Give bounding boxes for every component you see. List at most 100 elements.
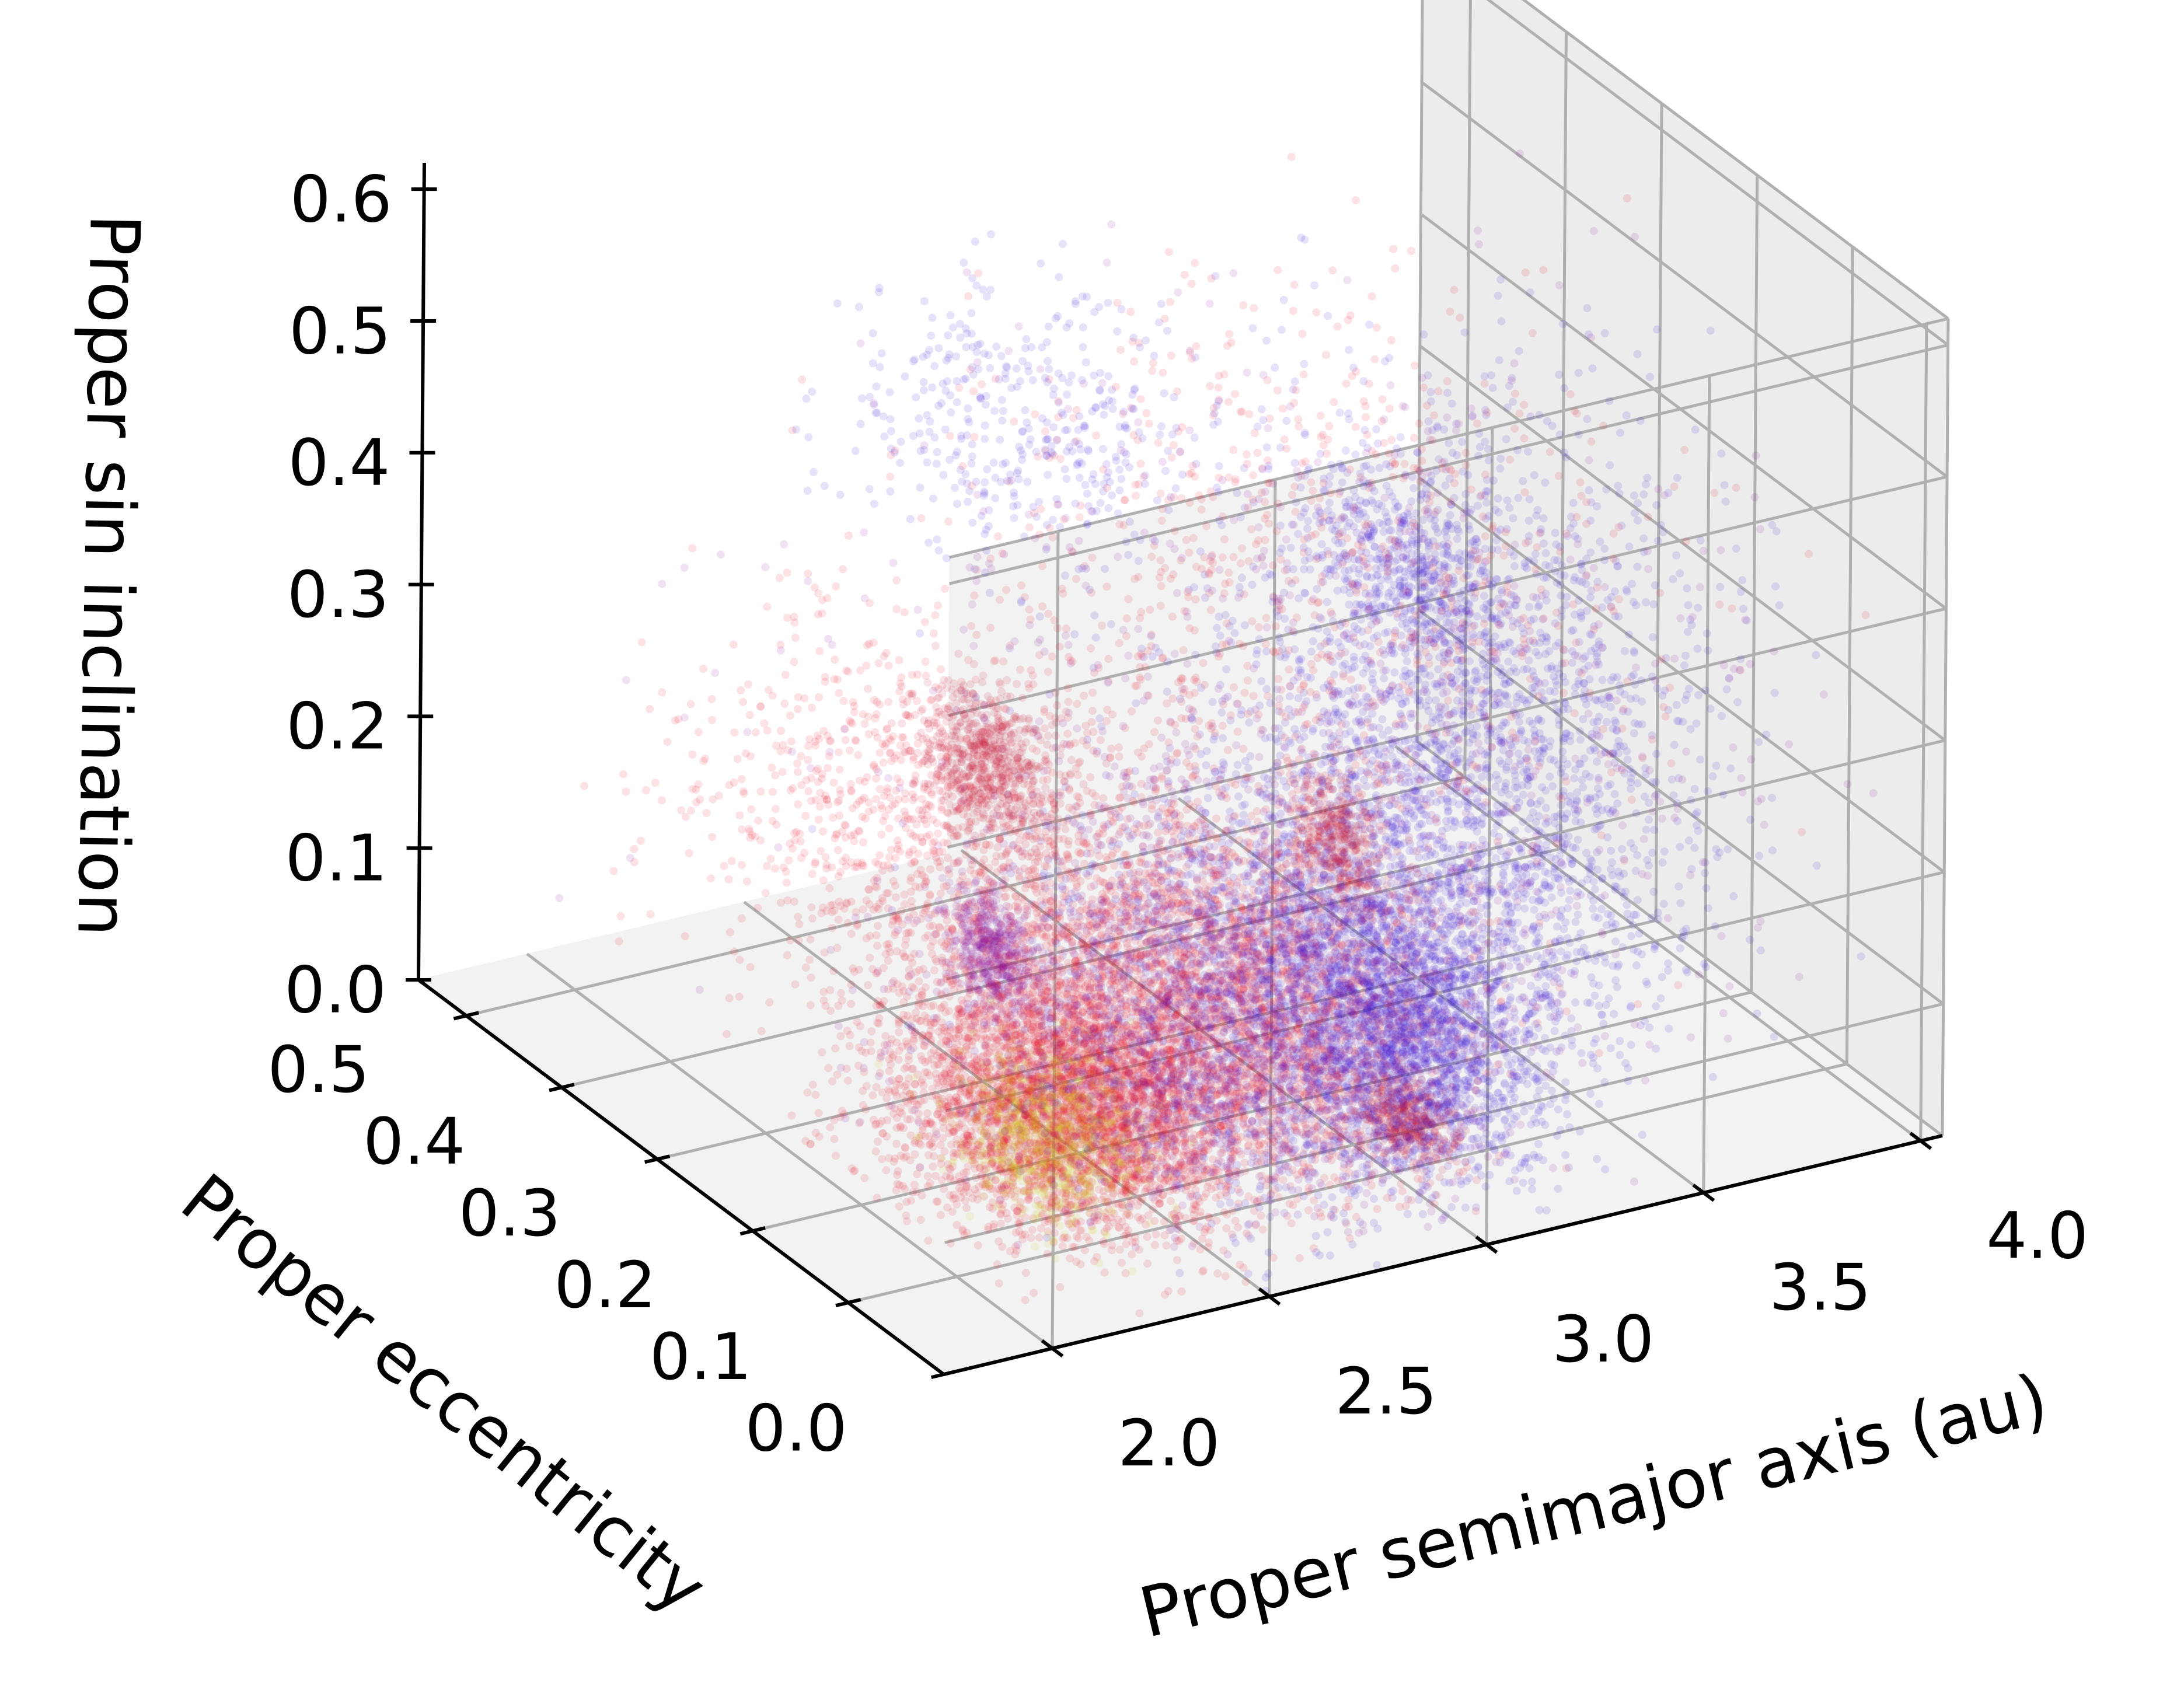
data-point <box>1233 1168 1242 1177</box>
data-point <box>875 1014 884 1022</box>
data-point <box>1040 1129 1049 1138</box>
data-point <box>1037 1126 1046 1135</box>
data-point <box>872 1083 881 1091</box>
data-point <box>979 1083 988 1091</box>
data-point <box>1049 1200 1058 1209</box>
data-point <box>1119 1039 1128 1048</box>
z-grid-back <box>945 870 1945 1112</box>
data-point <box>1042 941 1051 950</box>
data-point <box>1177 1287 1186 1296</box>
data-point <box>1007 1035 1016 1044</box>
x-grid-wall <box>1268 479 1277 1297</box>
data-point <box>1131 1043 1140 1052</box>
data-point <box>926 1118 935 1126</box>
data-point <box>888 1053 896 1062</box>
data-point <box>1067 1152 1076 1161</box>
data-point <box>1061 1081 1070 1090</box>
data-point <box>1056 1134 1065 1143</box>
data-point <box>1040 1165 1049 1174</box>
data-point <box>950 1157 958 1165</box>
data-point <box>943 1106 951 1115</box>
data-point <box>942 1102 951 1111</box>
scatter-points <box>555 149 1878 1318</box>
data-point <box>1219 1120 1228 1129</box>
data-point <box>892 1140 901 1148</box>
data-point <box>971 1066 979 1075</box>
data-point <box>939 1123 948 1132</box>
data-point <box>1147 1153 1156 1161</box>
data-point <box>824 1064 833 1073</box>
data-point <box>936 1211 945 1220</box>
data-point <box>1175 1212 1184 1220</box>
pane-edge <box>1521 0 1949 320</box>
data-point <box>1196 1212 1205 1220</box>
data-point <box>1052 1157 1061 1166</box>
data-point <box>1056 1283 1065 1291</box>
data-point <box>1089 1143 1098 1151</box>
data-point <box>1223 1210 1231 1219</box>
data-point <box>1136 1197 1145 1206</box>
data-point <box>1101 1229 1110 1238</box>
data-point <box>912 1134 921 1143</box>
data-point <box>1152 1119 1161 1127</box>
data-point <box>1091 1112 1100 1120</box>
data-point <box>899 1124 908 1133</box>
data-point <box>1194 990 1203 999</box>
data-point <box>961 1196 970 1205</box>
data-point <box>1034 1046 1042 1055</box>
data-point <box>1089 1193 1098 1202</box>
data-point <box>1234 1185 1243 1194</box>
data-point <box>1007 966 1016 975</box>
data-point <box>1136 1216 1145 1224</box>
data-point <box>1163 1139 1171 1148</box>
data-point <box>899 1153 908 1162</box>
data-point <box>912 1014 921 1023</box>
data-point <box>950 1177 958 1185</box>
data-point <box>1287 1219 1296 1228</box>
data-point <box>1078 939 1087 948</box>
data-point <box>1061 1053 1070 1062</box>
data-point <box>1023 1050 1031 1059</box>
data-point <box>915 1139 923 1148</box>
data-point <box>990 1106 999 1114</box>
data-point <box>1035 1233 1044 1242</box>
data-point <box>1121 1123 1129 1132</box>
data-point <box>1031 1242 1039 1251</box>
data-point <box>1115 1087 1124 1096</box>
data-point <box>996 1100 1005 1109</box>
data-point <box>980 1192 989 1201</box>
data-point <box>955 1073 964 1081</box>
data-point <box>808 1080 817 1089</box>
data-point <box>1139 1174 1148 1182</box>
data-point <box>997 1086 1006 1095</box>
data-point <box>1069 1073 1078 1081</box>
data-point <box>954 1005 962 1014</box>
data-point <box>1078 1066 1087 1074</box>
data-point <box>1051 1254 1060 1263</box>
data-point <box>1072 1213 1081 1221</box>
data-point <box>1105 1161 1114 1169</box>
data-point <box>1082 1233 1091 1241</box>
data-point <box>1045 1029 1053 1037</box>
data-point <box>1095 1014 1104 1022</box>
y-grid-wall <box>1941 318 1950 1136</box>
data-point <box>1104 951 1113 959</box>
data-point <box>946 1034 955 1043</box>
data-point <box>979 1192 988 1200</box>
data-point <box>1122 1099 1131 1108</box>
data-point <box>943 1203 952 1212</box>
data-point <box>873 1193 881 1202</box>
data-point <box>1009 1178 1017 1187</box>
data-point <box>868 1091 877 1099</box>
data-point <box>895 1046 903 1055</box>
data-point <box>1037 1120 1045 1129</box>
data-point <box>1021 1088 1030 1096</box>
data-point <box>1133 1157 1142 1166</box>
data-point <box>1221 1272 1230 1280</box>
data-point <box>974 988 983 997</box>
data-point <box>831 1044 840 1053</box>
data-point <box>1069 1143 1077 1151</box>
data-point <box>1028 1084 1037 1092</box>
data-point <box>1180 1147 1188 1156</box>
data-point <box>1094 1060 1103 1069</box>
